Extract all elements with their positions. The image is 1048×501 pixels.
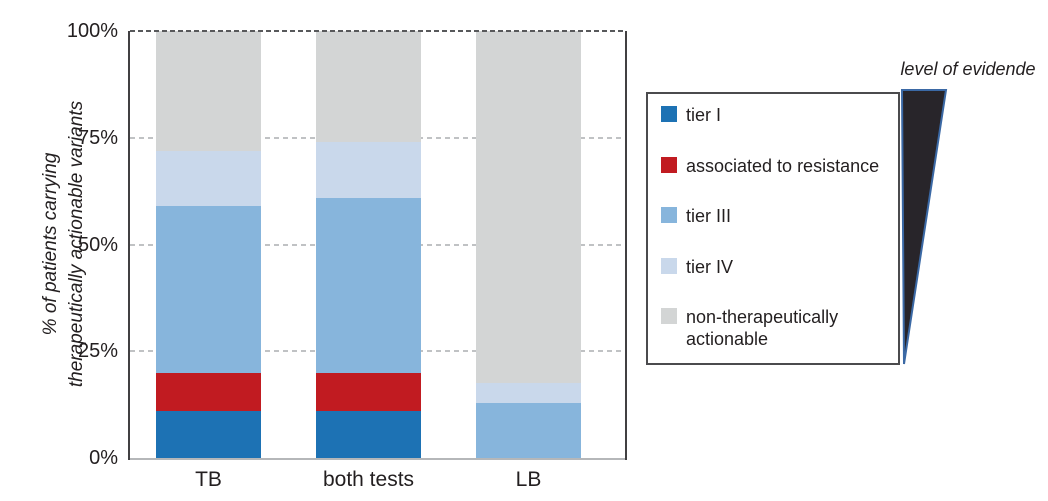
bar-segment-tier-iv bbox=[476, 383, 581, 403]
y-tick-label-50: 50% bbox=[77, 233, 118, 256]
bar-segment-tier-iv bbox=[316, 142, 421, 198]
bar-segment-tier-iii bbox=[476, 402, 581, 458]
legend-label: tier III bbox=[686, 206, 732, 226]
legend-item: non-therapeutically actionable bbox=[661, 306, 892, 350]
legend-swatch bbox=[661, 106, 677, 122]
x-tick-label-tb: TB bbox=[195, 468, 222, 491]
bar-tb bbox=[156, 31, 261, 458]
legend-swatch bbox=[661, 308, 677, 324]
bar-segment-non-therapeutically-actionable bbox=[156, 31, 261, 151]
legend-item: tier IV bbox=[661, 256, 892, 278]
legend-item: associated to resistance bbox=[661, 155, 892, 177]
plot-frame-right bbox=[625, 31, 627, 460]
legend-item: tier I bbox=[661, 104, 892, 126]
y-tick-label-0: 0% bbox=[89, 447, 118, 469]
bar-both-tests bbox=[316, 31, 421, 458]
bar-segment-non-therapeutically-actionable bbox=[476, 31, 581, 384]
bar-segment-non-therapeutically-actionable bbox=[316, 31, 421, 143]
y-tick-label-75: 75% bbox=[77, 126, 118, 149]
y-tick-label-25: 25% bbox=[77, 340, 118, 363]
bar-segment-associated-to-resistance bbox=[316, 372, 421, 412]
legend-swatch bbox=[661, 156, 677, 173]
y-tick-label-100: 100% bbox=[66, 20, 118, 42]
bar-lb bbox=[476, 31, 581, 458]
legend-label: non-therapeutically actionable bbox=[686, 307, 839, 349]
wedge-triangle bbox=[900, 89, 948, 365]
bar-segment-tier-iii bbox=[316, 197, 421, 373]
legend-swatch bbox=[661, 207, 677, 223]
bar-segment-tier-iii bbox=[156, 206, 261, 373]
legend-label: tier IV bbox=[686, 256, 734, 277]
bar-segment-associated-to-resistance bbox=[156, 372, 261, 412]
legend-box: tier I associated to resistance tier III ti… bbox=[646, 92, 900, 365]
legend-item: tier III bbox=[661, 205, 892, 227]
x-axis-line bbox=[128, 458, 627, 460]
x-tick-label-both-tests: both tests bbox=[322, 468, 415, 491]
x-tick-label-lb: LB bbox=[515, 468, 542, 491]
legend-swatch bbox=[661, 257, 677, 274]
evidence-wedge-icon bbox=[900, 89, 948, 365]
bar-segment-tier-i bbox=[156, 411, 261, 458]
bar-segment-tier-iv bbox=[156, 150, 261, 207]
evidence-label: level of evidende bbox=[900, 59, 1036, 79]
gridline-100 bbox=[130, 30, 625, 32]
plot-area bbox=[128, 30, 627, 460]
bar-segment-tier-i bbox=[316, 411, 421, 458]
legend-label: associated to resistance bbox=[686, 155, 880, 176]
legend-label: tier I bbox=[686, 105, 722, 125]
plot-frame-left bbox=[128, 31, 130, 460]
